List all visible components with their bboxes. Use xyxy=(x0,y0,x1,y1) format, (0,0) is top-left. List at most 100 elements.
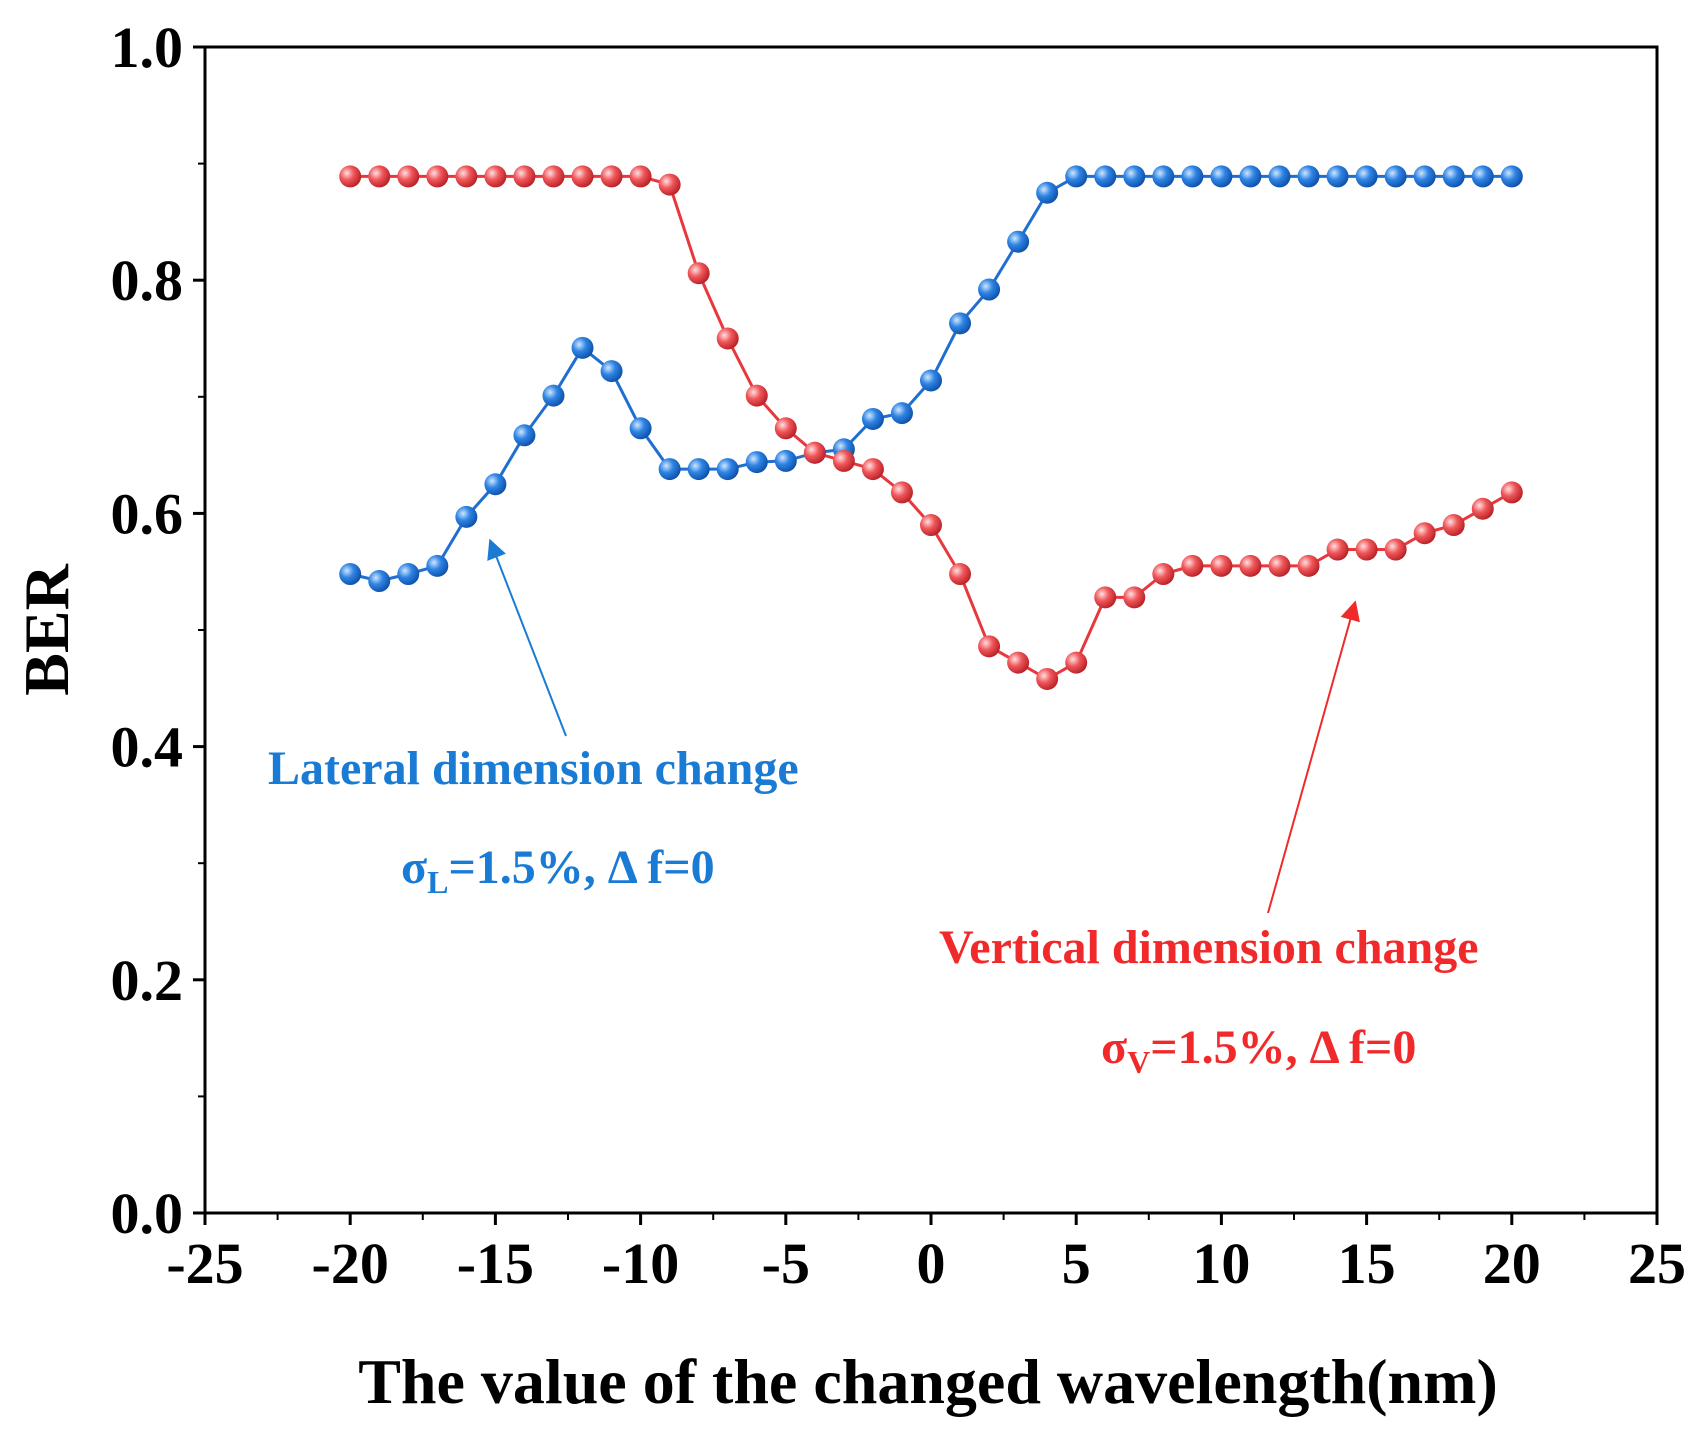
data-point-vertical-dimension-change xyxy=(1210,554,1233,577)
data-point-lateral-dimension-change xyxy=(368,570,391,593)
x-tick-label: 10 xyxy=(1192,1231,1250,1296)
data-point-vertical-dimension-change xyxy=(1152,563,1175,586)
data-point-lateral-dimension-change xyxy=(1326,165,1349,188)
data-point-lateral-dimension-change xyxy=(455,505,478,528)
data-point-lateral-dimension-change xyxy=(1210,165,1233,188)
y-tick-label: 0.6 xyxy=(111,481,184,546)
data-point-lateral-dimension-change xyxy=(861,407,884,430)
vertical-annotation-arrow xyxy=(1267,600,1360,914)
data-point-vertical-dimension-change xyxy=(1007,651,1030,674)
data-point-vertical-dimension-change xyxy=(455,165,478,188)
data-point-vertical-dimension-change xyxy=(1065,651,1088,674)
data-point-lateral-dimension-change xyxy=(978,278,1001,301)
data-point-vertical-dimension-change xyxy=(861,458,884,481)
data-point-vertical-dimension-change xyxy=(1181,554,1204,577)
data-point-vertical-dimension-change xyxy=(716,327,739,350)
data-point-lateral-dimension-change xyxy=(426,554,449,577)
data-point-vertical-dimension-change xyxy=(1413,522,1436,545)
x-axis-ticks: -25 -20 -15 -10 -5 0 5 10 15 20 25 xyxy=(166,1213,1686,1296)
data-point-lateral-dimension-change xyxy=(920,369,942,392)
data-point-vertical-dimension-change xyxy=(978,635,1001,658)
data-point-lateral-dimension-change xyxy=(1442,165,1465,188)
data-point-vertical-dimension-change xyxy=(1239,554,1262,577)
lateral-sigma-subscript: L xyxy=(427,864,448,900)
data-point-vertical-dimension-change xyxy=(542,165,565,188)
y-axis-ticks: 0.0 0.2 0.4 0.6 0.8 1.0 xyxy=(111,15,205,1246)
data-point-lateral-dimension-change xyxy=(687,458,710,481)
data-point-vertical-dimension-change xyxy=(1297,554,1320,577)
x-axis-title: The value of the changed wavelength(nm) xyxy=(358,1346,1498,1417)
data-point-lateral-dimension-change xyxy=(1413,165,1436,188)
data-point-vertical-dimension-change xyxy=(339,165,362,188)
y-tick-label: 0.8 xyxy=(111,248,184,313)
data-point-vertical-dimension-change xyxy=(658,173,681,196)
data-point-vertical-dimension-change xyxy=(687,262,710,285)
data-point-vertical-dimension-change xyxy=(1094,586,1117,609)
data-point-lateral-dimension-change xyxy=(890,402,913,425)
series-lateral-dimension-change xyxy=(339,165,1523,593)
data-point-vertical-dimension-change xyxy=(803,441,826,464)
series-vertical-dimension-change xyxy=(339,165,1523,690)
data-point-vertical-dimension-change xyxy=(1036,667,1059,690)
data-point-lateral-dimension-change xyxy=(1065,165,1088,188)
x-tick-label: -10 xyxy=(602,1231,679,1296)
data-point-vertical-dimension-change xyxy=(1268,554,1291,577)
data-point-lateral-dimension-change xyxy=(774,449,797,472)
data-point-lateral-dimension-change xyxy=(1181,165,1204,188)
data-point-vertical-dimension-change xyxy=(1442,514,1465,537)
x-tick-label: -15 xyxy=(457,1231,534,1296)
data-point-lateral-dimension-change xyxy=(658,458,681,481)
data-point-lateral-dimension-change xyxy=(629,417,652,440)
vertical-annotation-params: σV=1.5%, Δ f=0 xyxy=(1101,1021,1416,1080)
data-point-vertical-dimension-change xyxy=(745,384,768,407)
y-axis-title: BER xyxy=(11,563,82,695)
x-tick-label: -25 xyxy=(166,1231,243,1296)
x-tick-label: 0 xyxy=(917,1231,946,1296)
data-point-lateral-dimension-change xyxy=(745,451,768,474)
y-tick-label: 1.0 xyxy=(111,15,184,80)
data-point-vertical-dimension-change xyxy=(368,165,391,188)
data-point-vertical-dimension-change xyxy=(1500,481,1523,504)
y-tick-label: 0.2 xyxy=(111,948,184,1013)
x-tick-label: 20 xyxy=(1483,1231,1541,1296)
y-tick-label: 0.4 xyxy=(111,715,184,780)
vertical-sigma-symbol: σ xyxy=(1101,1021,1127,1074)
data-point-vertical-dimension-change xyxy=(629,165,652,188)
data-point-lateral-dimension-change xyxy=(1123,165,1146,188)
data-point-vertical-dimension-change xyxy=(1355,538,1378,561)
data-point-vertical-dimension-change xyxy=(1326,538,1349,561)
data-point-vertical-dimension-change xyxy=(1471,497,1494,520)
data-point-lateral-dimension-change xyxy=(1094,165,1117,188)
data-point-lateral-dimension-change xyxy=(1268,165,1291,188)
vertical-annotation-label: Vertical dimension change xyxy=(939,921,1479,974)
data-point-vertical-dimension-change xyxy=(890,481,913,504)
plot-frame xyxy=(203,45,1659,1215)
data-point-vertical-dimension-change xyxy=(1123,586,1146,609)
vertical-param-text: =1.5%, Δ f=0 xyxy=(1150,1021,1416,1074)
data-point-vertical-dimension-change xyxy=(832,449,855,472)
data-point-lateral-dimension-change xyxy=(949,312,972,335)
x-tick-label: 5 xyxy=(1062,1231,1091,1296)
lateral-annotation-label: Lateral dimension change xyxy=(268,742,799,795)
data-point-vertical-dimension-change xyxy=(600,165,623,188)
data-point-lateral-dimension-change xyxy=(1384,165,1407,188)
x-tick-label: 15 xyxy=(1338,1231,1396,1296)
data-point-vertical-dimension-change xyxy=(920,514,942,537)
data-point-lateral-dimension-change xyxy=(600,360,623,383)
x-tick-label: 25 xyxy=(1628,1231,1686,1296)
data-point-lateral-dimension-change xyxy=(1471,165,1494,188)
data-point-lateral-dimension-change xyxy=(484,473,507,496)
data-point-vertical-dimension-change xyxy=(949,563,972,586)
data-point-lateral-dimension-change xyxy=(571,336,594,359)
data-point-lateral-dimension-change xyxy=(1355,165,1378,188)
data-point-lateral-dimension-change xyxy=(513,424,536,447)
data-point-lateral-dimension-change xyxy=(1152,165,1175,188)
lateral-sigma-symbol: σ xyxy=(401,841,427,894)
lateral-param-text: =1.5%, Δ f=0 xyxy=(448,841,714,894)
y-tick-label: 0.0 xyxy=(111,1181,184,1246)
data-point-lateral-dimension-change xyxy=(1297,165,1320,188)
x-tick-label: -5 xyxy=(762,1231,810,1296)
series-layer xyxy=(339,165,1523,690)
